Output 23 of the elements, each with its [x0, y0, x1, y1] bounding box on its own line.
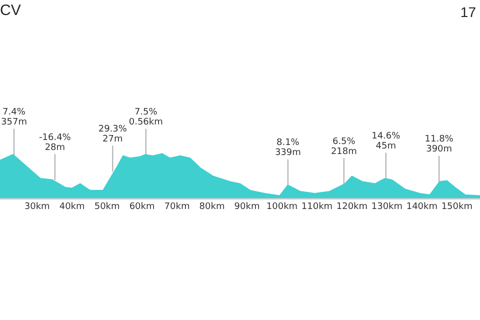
annotation: 7.5% 0.56km [128, 108, 163, 128]
annotation: 11.8% 390m [424, 134, 454, 155]
annotation: 14.6% 45m [372, 132, 401, 152]
annotation: 6.5% 218m [330, 136, 357, 157]
text: 17 [460, 4, 476, 20]
annotation: -16.4% 28m [39, 132, 72, 153]
x-tick-label: 120km [336, 202, 368, 212]
x-tick-label: 40km [59, 202, 85, 212]
x-tick-label: 130km [371, 202, 403, 212]
x-tick-label: 50km [94, 202, 120, 212]
x-tick-label: 30km [24, 202, 50, 212]
x-tick-label: 90km [234, 202, 260, 212]
x-tick-label: 150km [441, 202, 472, 212]
x-tick-label: 140km [406, 202, 438, 212]
chart-title: CV [0, 2, 21, 20]
annotation: 8.1% 339m [274, 138, 301, 158]
x-tick-label: 110km [301, 202, 333, 212]
x-tick-label: 80km [199, 202, 225, 212]
x-tick-label: 70km [164, 202, 190, 212]
x-tick-label: 60km [129, 202, 155, 212]
annotation: 7.4% 357m [1, 108, 27, 128]
annotation: 29.3% 27m [98, 124, 128, 144]
x-tick-label: 100km [266, 202, 298, 212]
